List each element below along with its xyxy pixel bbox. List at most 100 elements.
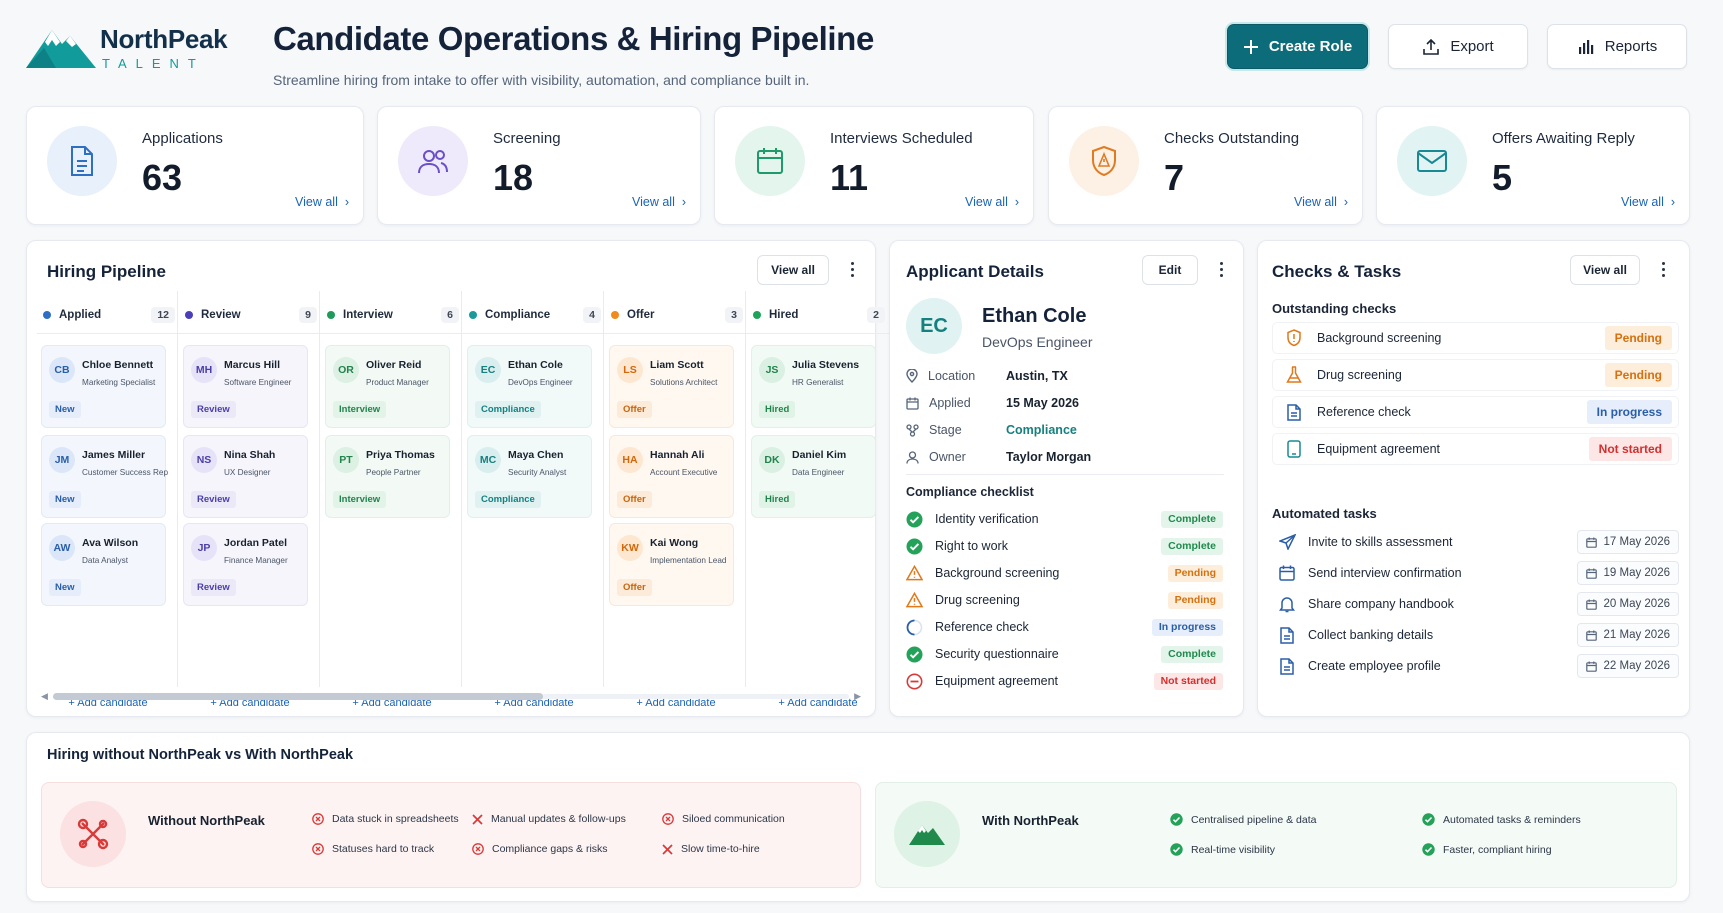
scroll-right-icon[interactable]: ▶ bbox=[854, 691, 861, 701]
candidate-card[interactable]: DK Daniel Kim Data Engineer Hired bbox=[751, 435, 876, 518]
scroll-left-icon[interactable]: ◀ bbox=[41, 691, 48, 701]
without-northpeak-box: Without NorthPeak Data stuck in spreadsh… bbox=[41, 782, 861, 888]
avatar: JS bbox=[759, 357, 785, 383]
candidate-name: Daniel Kim bbox=[792, 449, 847, 461]
view-all-link[interactable]: View all › bbox=[295, 195, 349, 209]
avatar: JM bbox=[49, 447, 75, 473]
candidate-card[interactable]: EC Ethan Cole DevOps Engineer Compliance bbox=[467, 345, 592, 428]
candidate-name: James Miller bbox=[82, 449, 146, 461]
check-label: Drug screening bbox=[1317, 368, 1402, 382]
automated-task-item[interactable]: Invite to skills assessment 17 May 2026 bbox=[1272, 528, 1679, 556]
more-options-icon[interactable] bbox=[1214, 258, 1228, 280]
candidate-card[interactable]: MH Marcus Hill Software Engineer Review bbox=[183, 345, 308, 428]
stage-badge: Offer bbox=[617, 491, 652, 508]
document-icon bbox=[47, 126, 117, 196]
pin-icon bbox=[906, 369, 918, 383]
status-badge: Not started bbox=[1153, 672, 1223, 690]
add-candidate-link[interactable]: + Add candidate bbox=[636, 697, 716, 709]
stat-value: 5 bbox=[1492, 157, 1513, 198]
with-northpeak-box: With NorthPeak Centralised pipeline & da… bbox=[875, 782, 1677, 888]
checklist-item[interactable]: Identity verification Complete bbox=[906, 509, 1223, 529]
candidate-card[interactable]: HA Hannah Ali Account Executive Offer bbox=[609, 435, 734, 518]
view-all-link[interactable]: View all › bbox=[632, 195, 686, 209]
candidate-card[interactable]: PT Priya Thomas People Partner Interview bbox=[325, 435, 450, 518]
create-role-button[interactable]: Create Role bbox=[1227, 24, 1368, 69]
pipeline-view-all-button[interactable]: View all bbox=[757, 255, 829, 285]
export-button[interactable]: Export bbox=[1388, 24, 1528, 69]
column-name: Offer bbox=[627, 309, 655, 321]
column-name: Interview bbox=[343, 309, 393, 321]
candidate-card[interactable]: CB Chloe Bennett Marketing Specialist New bbox=[41, 345, 166, 428]
checklist-item[interactable]: Security questionnaire Complete bbox=[906, 644, 1223, 664]
add-candidate-link[interactable]: + Add candidate bbox=[352, 697, 432, 709]
scrollbar-thumb[interactable] bbox=[53, 693, 543, 700]
candidate-card[interactable]: AW Ava Wilson Data Analyst New bbox=[41, 523, 166, 606]
broken-tools-icon bbox=[60, 801, 126, 867]
view-all-link[interactable]: View all › bbox=[1294, 195, 1348, 209]
reports-button[interactable]: Reports bbox=[1547, 24, 1687, 69]
candidate-card[interactable]: JM James Miller Customer Success Rep New bbox=[41, 435, 169, 518]
candidate-card[interactable]: MC Maya Chen Security Analyst Compliance bbox=[467, 435, 592, 518]
status-dot-icon bbox=[43, 311, 51, 319]
add-candidate-link[interactable]: + Add candidate bbox=[68, 697, 148, 709]
candidate-card[interactable]: OR Oliver Reid Product Manager Interview bbox=[325, 345, 450, 428]
checks-view-all-button[interactable]: View all bbox=[1570, 255, 1640, 285]
automated-task-item[interactable]: Send interview confirmation 19 May 2026 bbox=[1272, 559, 1679, 587]
chevron-right-icon: › bbox=[1340, 195, 1348, 209]
automated-task-item[interactable]: Share company handbook 20 May 2026 bbox=[1272, 590, 1679, 618]
horizontal-scrollbar[interactable]: ◀ ▶ bbox=[41, 691, 861, 701]
checklist-item[interactable]: Drug screening Pending bbox=[906, 590, 1223, 610]
pipeline-column-compliance: Compliance 4 EC Ethan Cole DevOps Engineer Co… bbox=[463, 287, 605, 709]
brand-logo[interactable]: NorthPeak TALENT bbox=[26, 22, 236, 74]
applicant-details-panel: Applicant Details Edit EC Ethan Cole Dev… bbox=[889, 240, 1244, 717]
applicant-name: Ethan Cole bbox=[982, 305, 1087, 327]
add-candidate-link[interactable]: + Add candidate bbox=[778, 697, 858, 709]
status-badge: Complete bbox=[1161, 537, 1223, 555]
checklist-item[interactable]: Right to work Complete bbox=[906, 536, 1223, 556]
column-header: Review 9 bbox=[185, 303, 317, 327]
automated-task-item[interactable]: Collect banking details 21 May 2026 bbox=[1272, 621, 1679, 649]
stage-badge: Hired bbox=[759, 491, 796, 508]
mail-icon bbox=[1397, 126, 1467, 196]
checklist-item[interactable]: Background screening Pending bbox=[906, 563, 1223, 583]
field-owner: Owner Taylor Morgan bbox=[906, 448, 1091, 466]
add-candidate-link[interactable]: + Add candidate bbox=[210, 697, 290, 709]
stage-badge: Interview bbox=[333, 401, 387, 418]
view-all-link[interactable]: View all › bbox=[965, 195, 1019, 209]
candidate-role: Customer Success Rep bbox=[82, 468, 169, 477]
column-count: 3 bbox=[725, 307, 743, 323]
outstanding-check-item[interactable]: Equipment agreement Not started bbox=[1272, 433, 1679, 465]
automated-task-item[interactable]: Create employee profile 22 May 2026 bbox=[1272, 652, 1679, 680]
panel-title: Applicant Details bbox=[906, 262, 1044, 281]
candidate-name: Priya Thomas bbox=[366, 449, 435, 461]
stage-badge: New bbox=[49, 491, 81, 508]
status-badge: In progress bbox=[1586, 400, 1672, 424]
candidate-card[interactable]: KW Kai Wong Implementation Lead Offer bbox=[609, 523, 734, 606]
more-options-icon[interactable] bbox=[1656, 258, 1670, 280]
outstanding-check-item[interactable]: Background screening Pending bbox=[1272, 322, 1679, 354]
bar-chart-icon bbox=[1578, 39, 1593, 54]
x-circle-icon bbox=[312, 843, 324, 855]
more-options-icon[interactable] bbox=[845, 258, 859, 280]
calendar-icon bbox=[1279, 565, 1295, 581]
checklist-title: Compliance checklist bbox=[906, 485, 1034, 499]
view-all-link[interactable]: View all › bbox=[1621, 195, 1675, 209]
x-icon bbox=[662, 843, 673, 855]
stat-card-checks: Checks Outstanding 7 View all › bbox=[1048, 106, 1363, 225]
outstanding-check-item[interactable]: Reference check In progress bbox=[1272, 396, 1679, 428]
candidate-role: People Partner bbox=[366, 468, 421, 477]
candidate-card[interactable]: JP Jordan Patel Finance Manager Review bbox=[183, 523, 308, 606]
document-icon bbox=[1287, 403, 1301, 421]
calendar-icon bbox=[1585, 599, 1597, 610]
edit-button[interactable]: Edit bbox=[1142, 255, 1198, 285]
checklist-item[interactable]: Reference check In progress bbox=[906, 617, 1223, 637]
with-point: Faster, compliant hiring bbox=[1422, 843, 1552, 856]
column-name: Hired bbox=[769, 309, 799, 321]
outstanding-check-item[interactable]: Drug screening Pending bbox=[1272, 359, 1679, 391]
candidate-card[interactable]: LS Liam Scott Solutions Architect Offer bbox=[609, 345, 734, 428]
candidate-card[interactable]: JS Julia Stevens HR Generalist Hired bbox=[751, 345, 876, 428]
checklist-item[interactable]: Equipment agreement Not started bbox=[906, 671, 1223, 691]
add-candidate-link[interactable]: + Add candidate bbox=[494, 697, 574, 709]
stage-badge: Review bbox=[191, 579, 236, 596]
candidate-card[interactable]: NS Nina Shah UX Designer Review bbox=[183, 435, 308, 518]
